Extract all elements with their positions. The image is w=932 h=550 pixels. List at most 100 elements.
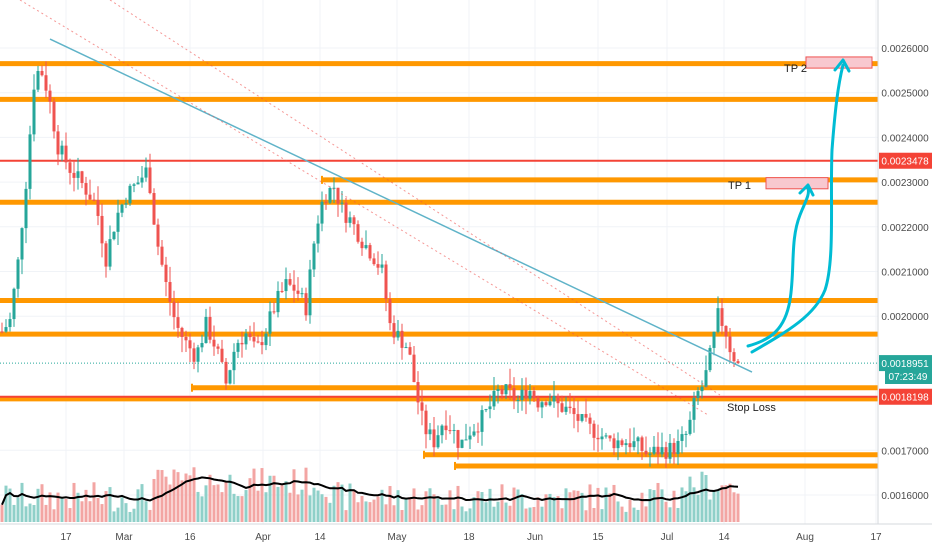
candle-body <box>320 201 324 224</box>
candle-body <box>664 447 668 459</box>
volume-bar <box>564 488 568 522</box>
arrow-to-tp2 <box>750 63 845 354</box>
candle-body <box>456 430 460 448</box>
candle-body <box>604 435 608 437</box>
candle-body <box>412 354 416 383</box>
volume-bar <box>260 468 264 522</box>
volume-bar <box>684 491 688 522</box>
candle-body <box>324 201 328 203</box>
candle-body <box>660 447 664 455</box>
volume-bar <box>504 502 508 522</box>
volume-bar <box>468 508 472 522</box>
candle-body <box>608 435 612 439</box>
candle-body <box>48 90 52 102</box>
volume-bar <box>392 505 396 522</box>
candle-body <box>420 402 424 411</box>
candle-body <box>116 212 120 232</box>
candle-body <box>444 425 448 431</box>
volume-bar <box>176 472 180 522</box>
candle-body <box>228 370 232 384</box>
candle-body <box>648 453 652 455</box>
svg-text:0.0023478: 0.0023478 <box>881 157 929 168</box>
candle-body <box>244 333 248 345</box>
candle-body <box>384 264 388 299</box>
volume-bar <box>524 508 528 522</box>
volume-bar <box>188 475 192 522</box>
volume-bar <box>420 505 424 522</box>
candle-body <box>452 430 456 432</box>
volume-bar <box>40 484 44 522</box>
volume-bar <box>384 504 388 522</box>
candle-body <box>684 433 688 435</box>
candle-body <box>100 215 104 244</box>
volume-bar <box>728 483 732 522</box>
volume-bar <box>588 484 592 522</box>
volume-bar <box>552 496 556 522</box>
candle-body <box>508 384 512 389</box>
candle-body <box>492 390 496 407</box>
volume-bar <box>532 507 536 522</box>
candle-body <box>564 406 568 412</box>
volume-bar <box>12 504 16 522</box>
volume-bar <box>244 490 248 522</box>
time-label-17b: 17 <box>870 532 882 543</box>
candle-body <box>352 217 356 225</box>
time-axis[interactable]: 17 Mar 16 Apr 14 May 18 Jun 15 Jul 14 Au… <box>0 523 932 550</box>
volume-bar <box>544 494 548 522</box>
volume-bar <box>108 487 112 522</box>
support-resistance-levels <box>0 61 878 470</box>
volume-bar <box>560 508 564 522</box>
candle-body <box>704 370 708 387</box>
volume-bar <box>180 480 184 522</box>
candle-body <box>208 316 212 340</box>
volume-bar <box>632 507 636 522</box>
volume-bar <box>676 507 680 522</box>
candle-body <box>668 442 672 459</box>
volume-bar <box>68 508 72 522</box>
volume-bar <box>460 506 464 522</box>
volume-bar <box>280 485 284 522</box>
candle-body <box>596 437 600 440</box>
candle-body <box>656 446 660 455</box>
volume-bar <box>80 501 84 522</box>
candle-body <box>600 436 604 440</box>
price-axis[interactable]: 0.0026000 0.0025000 0.0024000 0.0023000 0.00… <box>877 0 932 524</box>
candle-body <box>484 409 488 411</box>
volume-bar <box>348 483 352 522</box>
candle-body <box>108 239 112 267</box>
volume-bar <box>596 487 600 522</box>
candle-body <box>504 384 508 395</box>
volume-bar <box>336 482 340 522</box>
svg-text:07:23:49: 07:23:49 <box>889 372 928 383</box>
candle-body <box>180 327 184 337</box>
volume-bar <box>144 501 148 522</box>
volume-bar <box>464 511 468 522</box>
candle-body <box>268 311 272 334</box>
candle-body <box>348 217 352 223</box>
candle-body <box>448 430 452 432</box>
candle-body <box>524 389 528 399</box>
volume-ma-line <box>1 476 739 506</box>
candle-body <box>676 440 680 455</box>
candle-body <box>236 342 240 352</box>
candle-body <box>336 187 340 204</box>
candle-body <box>636 437 640 442</box>
time-label-may: May <box>388 532 407 543</box>
volume-bar <box>164 476 168 522</box>
candle-body <box>500 389 504 395</box>
time-label-14b: 14 <box>718 532 730 543</box>
volume-bar <box>172 469 176 522</box>
volume-bar <box>572 490 576 522</box>
price-tick-label: 0.0025000 <box>881 89 929 100</box>
price-tick-label: 0.0022000 <box>881 223 929 234</box>
volume-bar <box>112 511 116 522</box>
price-tick-label: 0.0024000 <box>881 133 929 144</box>
volume-bar <box>8 488 12 522</box>
candle-body <box>44 75 48 91</box>
candlesticks <box>0 61 740 468</box>
volume-bar <box>340 484 344 522</box>
volume-bar <box>204 485 208 522</box>
price-tick-label: 0.0021000 <box>881 268 929 279</box>
candle-body <box>328 188 332 203</box>
